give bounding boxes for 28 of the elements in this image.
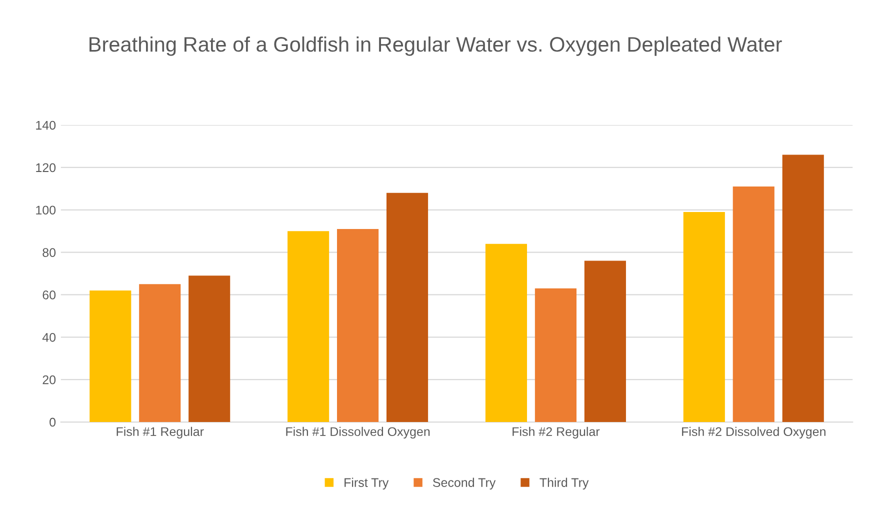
y-tick-label: 20 <box>42 375 56 384</box>
y-tick-label: 100 <box>36 206 56 215</box>
bar <box>188 276 230 422</box>
bar <box>90 290 132 422</box>
bar <box>534 288 576 422</box>
y-tick-label: 120 <box>36 163 56 172</box>
y-tick-label: 140 <box>36 120 56 130</box>
x-tick-label: Fish #1 Dissolved Oxygen <box>286 426 430 439</box>
legend-label: First Try <box>344 478 389 490</box>
chart-title: Breathing Rate of a Goldfish in Regular Water vs. Oxygen Depleated Water <box>90 36 782 56</box>
x-tick-label: Fish #2 Dissolved Oxygen <box>682 426 826 439</box>
bar <box>732 186 774 422</box>
y-tick-label: 0 <box>50 418 56 427</box>
bar <box>584 260 626 422</box>
y-tick-label: 80 <box>42 248 56 257</box>
legend-label: Second Try <box>432 478 496 490</box>
y-tick-label: 60 <box>42 290 56 300</box>
x-tick-label: Fish #1 Regular <box>116 426 204 439</box>
legend-label: Third Try <box>540 478 589 490</box>
bar <box>386 192 428 422</box>
bar <box>139 284 181 422</box>
x-tick-label: Fish #2 Regular <box>512 426 600 439</box>
bar <box>485 244 528 422</box>
y-tick-label: 40 <box>42 332 56 342</box>
bar <box>337 228 379 422</box>
bar <box>683 212 725 422</box>
bar <box>288 231 330 422</box>
bar <box>782 154 824 422</box>
